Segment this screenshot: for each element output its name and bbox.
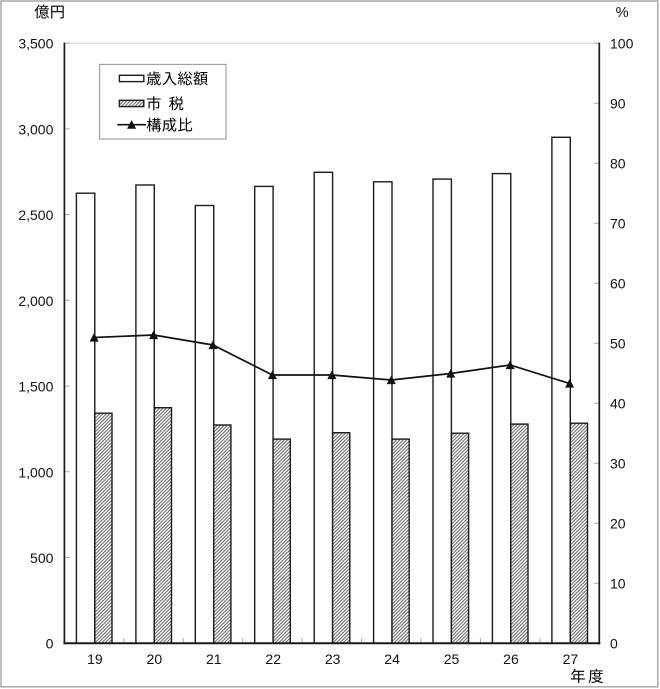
svg-text:2,500: 2,500 — [18, 207, 53, 223]
svg-text:20: 20 — [147, 651, 163, 667]
svg-text:90: 90 — [610, 96, 626, 112]
svg-text:1,000: 1,000 — [18, 464, 53, 480]
svg-text:30: 30 — [610, 456, 626, 472]
svg-text:%: % — [616, 5, 629, 21]
svg-text:40: 40 — [610, 396, 626, 412]
svg-text:21: 21 — [206, 651, 222, 667]
svg-text:80: 80 — [610, 156, 626, 172]
svg-text:70: 70 — [610, 216, 626, 232]
svg-text:3,000: 3,000 — [18, 121, 53, 137]
svg-text:24: 24 — [384, 651, 400, 667]
svg-text:0: 0 — [46, 636, 54, 652]
svg-text:22: 22 — [265, 651, 281, 667]
svg-text:1,500: 1,500 — [18, 379, 53, 395]
svg-text:19: 19 — [87, 651, 103, 667]
svg-text:0: 0 — [610, 636, 618, 652]
svg-text:10: 10 — [610, 576, 626, 592]
svg-text:27: 27 — [563, 651, 579, 667]
svg-text:500: 500 — [30, 550, 54, 566]
svg-text:60: 60 — [610, 276, 626, 292]
svg-text:20: 20 — [610, 516, 626, 532]
svg-text:25: 25 — [444, 651, 460, 667]
svg-text:26: 26 — [503, 651, 519, 667]
svg-text:23: 23 — [325, 651, 341, 667]
svg-text:100: 100 — [610, 36, 634, 52]
svg-text:2,000: 2,000 — [18, 293, 53, 309]
svg-text:3,500: 3,500 — [18, 36, 53, 52]
svg-text:50: 50 — [610, 336, 626, 352]
